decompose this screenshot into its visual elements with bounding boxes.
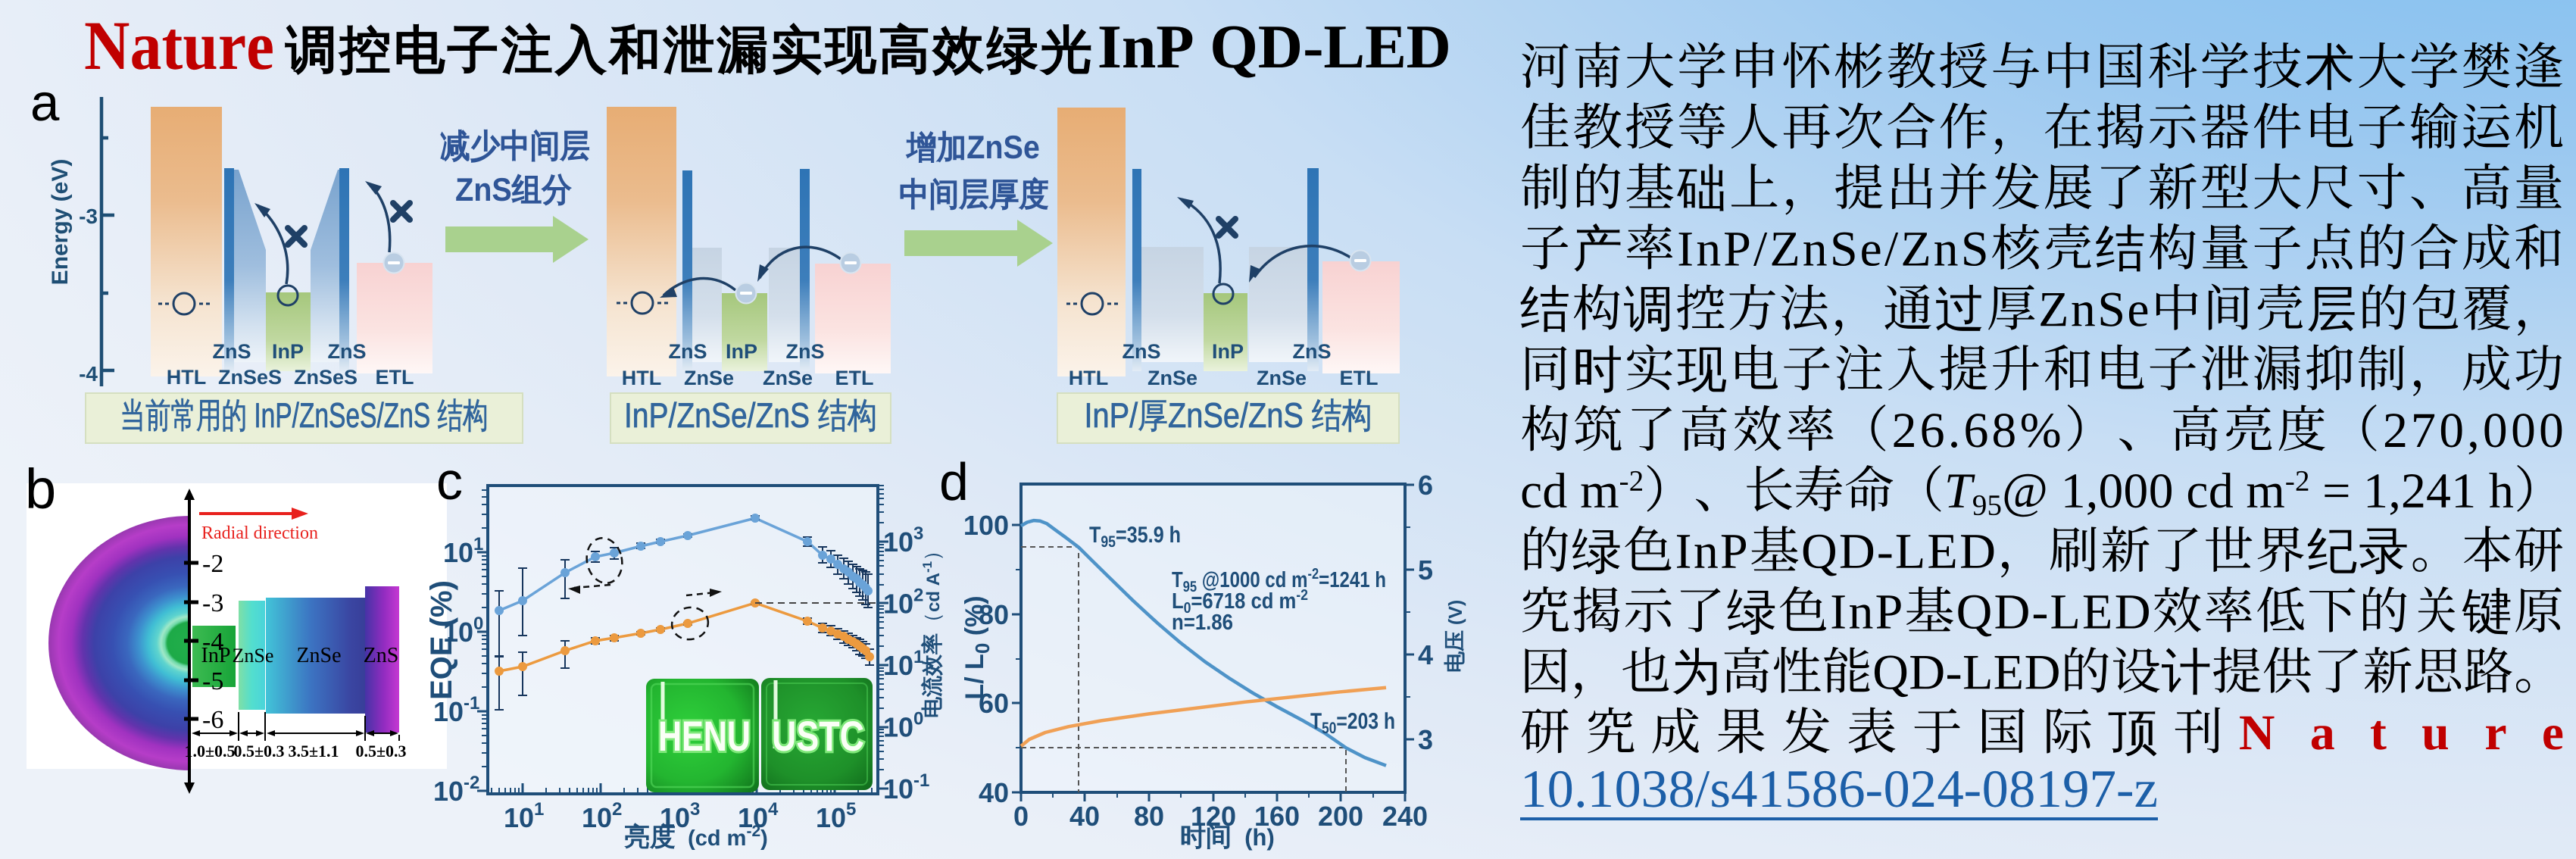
svg-text:c: c bbox=[436, 451, 463, 511]
svg-text:ZnS: ZnS bbox=[364, 644, 399, 667]
svg-text:ZnSe: ZnSe bbox=[684, 367, 734, 389]
svg-text:240: 240 bbox=[1382, 801, 1428, 832]
svg-text:0.5±0.3: 0.5±0.3 bbox=[355, 742, 406, 761]
svg-text:ZnS: ZnS bbox=[669, 340, 707, 363]
svg-text:b: b bbox=[25, 458, 56, 520]
svg-text:-3: -3 bbox=[79, 205, 98, 228]
svg-text:-4: -4 bbox=[202, 628, 223, 656]
svg-text:EQE (%): EQE (%) bbox=[425, 580, 458, 700]
svg-text:4: 4 bbox=[1418, 639, 1433, 670]
svg-text:ETL: ETL bbox=[376, 366, 414, 389]
svg-text:-2: -2 bbox=[202, 550, 223, 578]
svg-text:1.0±0.5: 1.0±0.5 bbox=[184, 742, 235, 761]
svg-text:3.5±1.1: 3.5±1.1 bbox=[288, 742, 339, 761]
svg-text:USTC: USTC bbox=[772, 712, 864, 760]
svg-text:160: 160 bbox=[1254, 801, 1300, 832]
svg-text:InP: InP bbox=[726, 340, 757, 363]
svg-text:60: 60 bbox=[979, 688, 1009, 719]
svg-text:InP: InP bbox=[1212, 340, 1244, 363]
svg-text:HTL: HTL bbox=[1069, 367, 1108, 389]
svg-text:3: 3 bbox=[1418, 724, 1433, 755]
svg-text:ZnSeS: ZnSeS bbox=[218, 366, 282, 389]
svg-text:0.5±0.3: 0.5±0.3 bbox=[233, 742, 284, 761]
svg-text:ZnSe: ZnSe bbox=[1257, 367, 1307, 389]
svg-text:ZnS: ZnS bbox=[1123, 340, 1161, 363]
svg-text:-6: -6 bbox=[202, 706, 223, 734]
svg-text:200: 200 bbox=[1318, 801, 1363, 832]
svg-text:40: 40 bbox=[1069, 801, 1100, 832]
svg-text:ZnSe: ZnSe bbox=[763, 367, 813, 389]
svg-text:80: 80 bbox=[979, 599, 1009, 630]
svg-text:40: 40 bbox=[979, 777, 1009, 808]
svg-text:ZnS: ZnS bbox=[213, 340, 251, 363]
svg-text:ZnSe: ZnSe bbox=[233, 645, 274, 667]
svg-text:-3: -3 bbox=[202, 589, 223, 617]
svg-text:6: 6 bbox=[1418, 470, 1433, 501]
svg-text:-5: -5 bbox=[202, 667, 223, 695]
svg-text:-4: -4 bbox=[79, 362, 98, 386]
svg-text:d: d bbox=[939, 452, 969, 511]
svg-text:ETL: ETL bbox=[1340, 367, 1379, 389]
svg-text:ZnSeS: ZnSeS bbox=[294, 366, 358, 389]
svg-text:0: 0 bbox=[1013, 801, 1029, 832]
svg-text:5: 5 bbox=[1418, 554, 1433, 586]
svg-text:ZnSe: ZnSe bbox=[1147, 367, 1197, 389]
svg-text:80: 80 bbox=[1134, 801, 1164, 832]
svg-text:100: 100 bbox=[963, 510, 1009, 541]
svg-text:a: a bbox=[30, 73, 60, 132]
svg-text:HTL: HTL bbox=[167, 366, 206, 389]
svg-text:InP: InP bbox=[272, 340, 304, 363]
svg-text:Radial direction: Radial direction bbox=[201, 523, 318, 543]
svg-text:HENU: HENU bbox=[658, 712, 751, 760]
svg-text:ZnS: ZnS bbox=[328, 340, 367, 363]
svg-text:HTL: HTL bbox=[622, 367, 661, 389]
svg-text:InP: InP bbox=[201, 644, 231, 667]
svg-text:ETL: ETL bbox=[835, 367, 874, 389]
svg-text:ZnS: ZnS bbox=[786, 340, 825, 363]
svg-text:101: 101 bbox=[443, 534, 483, 568]
svg-text:ZnS: ZnS bbox=[1293, 340, 1332, 363]
svg-text:Energy (eV): Energy (eV) bbox=[48, 159, 73, 286]
svg-text:ZnSe: ZnSe bbox=[296, 644, 341, 667]
